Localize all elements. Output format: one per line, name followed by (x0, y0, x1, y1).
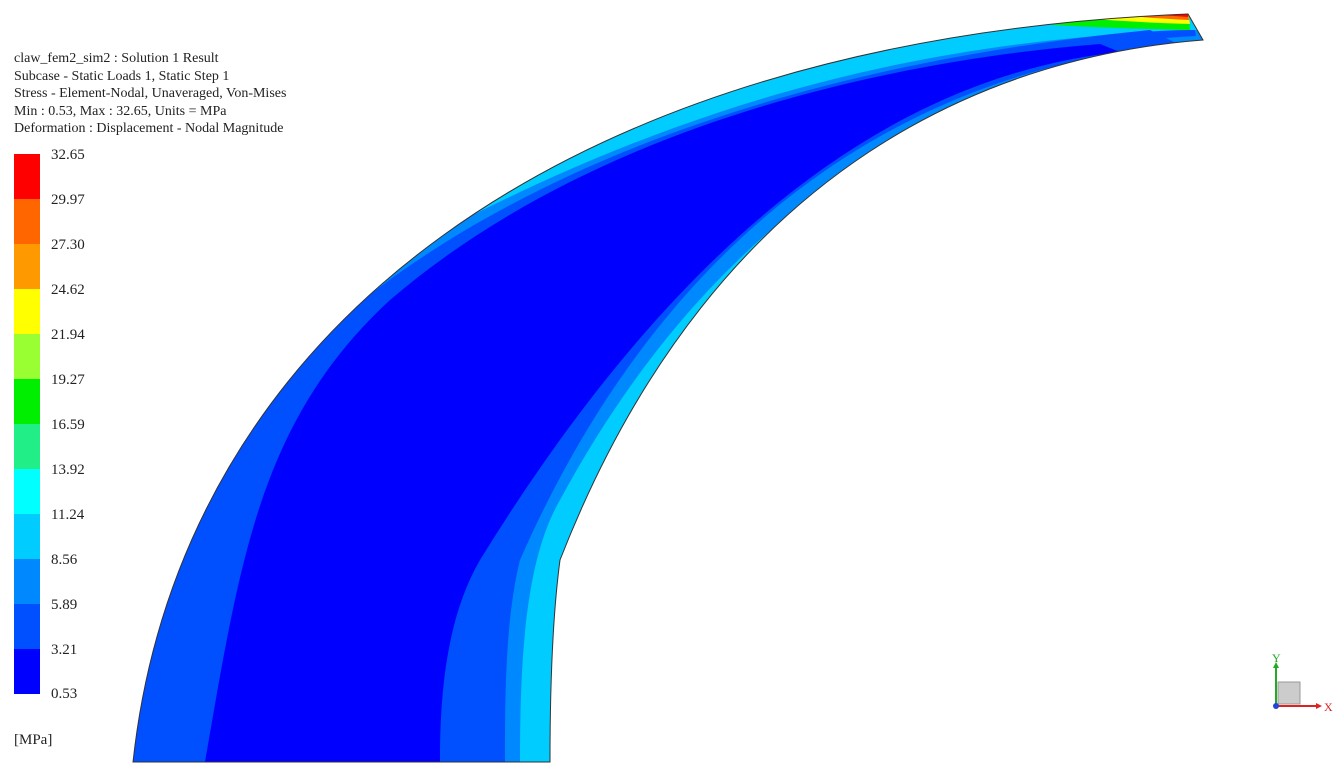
legend-tick: 3.21 (51, 642, 78, 658)
legend-tick: 19.27 (51, 372, 85, 388)
legend-swatch (14, 649, 40, 694)
legend-tick: 27.30 (51, 237, 85, 253)
legend-swatch (14, 469, 40, 514)
legend-swatch (14, 379, 40, 424)
legend-swatch (14, 154, 40, 199)
x-axis-label: X (1324, 700, 1333, 714)
triad-cube (1277, 681, 1301, 705)
legend-tick: 16.59 (51, 417, 85, 433)
legend-swatch (14, 199, 40, 244)
contour-band (1080, 30, 1196, 41)
legend-swatch (14, 604, 40, 649)
header-line-title: claw_fem2_sim2 : Solution 1 Result (14, 51, 219, 66)
legend-tick: 0.53 (51, 686, 78, 702)
legend-swatch (14, 289, 40, 334)
legend-swatch (14, 334, 40, 379)
y-axis-label: Y (1272, 652, 1281, 665)
header-line-subcase: Subcase - Static Loads 1, Static Step 1 (14, 68, 230, 84)
header-line-stress: Stress - Element-Nodal, Unaveraged, Von-… (14, 86, 287, 101)
legend-swatch (14, 424, 40, 469)
legend-tick: 24.62 (51, 282, 85, 298)
header-line-deformation: Deformation : Displacement - Nodal Magni… (14, 121, 284, 136)
z-axis-dot (1273, 703, 1279, 709)
legend-units: [MPa] (14, 732, 53, 748)
legend-swatch (14, 559, 40, 604)
legend-swatch (14, 514, 40, 559)
x-axis-arrowhead (1316, 703, 1322, 709)
contour-band (205, 44, 1120, 762)
legend-tick: 21.94 (51, 327, 85, 343)
coordinate-triad: Y X (1272, 652, 1333, 714)
claw-outline (132, 13, 1204, 763)
legend-tick: 29.97 (51, 192, 85, 208)
y-axis-arrowhead (1273, 662, 1279, 668)
legend-tick: 32.65 (51, 147, 85, 163)
legend-tick: 5.89 (51, 597, 78, 613)
legend-tick: 8.56 (51, 552, 78, 568)
legend-tick: 11.24 (51, 507, 85, 523)
header-line-minmax: Min : 0.53, Max : 32.65, Units = MPa (14, 103, 227, 119)
legend-tick: 13.92 (51, 462, 85, 478)
result-header: claw_fem2_sim2 : Solution 1 Result Subca… (14, 50, 286, 138)
legend-swatch (14, 244, 40, 289)
